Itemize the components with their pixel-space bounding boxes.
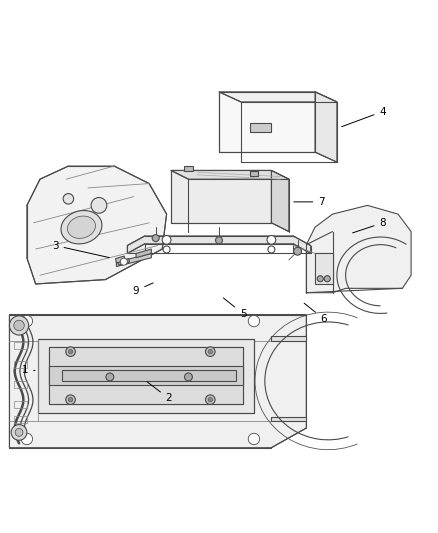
Text: 5: 5	[223, 298, 246, 319]
Polygon shape	[184, 166, 193, 171]
Circle shape	[21, 433, 32, 445]
Circle shape	[152, 235, 159, 241]
Circle shape	[66, 347, 75, 357]
Circle shape	[106, 373, 114, 381]
Circle shape	[162, 236, 171, 244]
Polygon shape	[127, 236, 311, 253]
Polygon shape	[315, 92, 337, 162]
Circle shape	[68, 350, 73, 354]
Polygon shape	[10, 314, 306, 448]
Polygon shape	[219, 92, 315, 152]
Ellipse shape	[67, 216, 95, 238]
Circle shape	[15, 429, 23, 437]
Circle shape	[205, 395, 215, 405]
Polygon shape	[272, 336, 306, 341]
Circle shape	[248, 433, 260, 445]
Polygon shape	[136, 249, 151, 258]
Circle shape	[10, 316, 28, 335]
Circle shape	[205, 347, 215, 357]
Circle shape	[293, 247, 301, 255]
Circle shape	[91, 198, 107, 213]
Circle shape	[268, 246, 275, 253]
Circle shape	[215, 237, 223, 244]
Text: 1: 1	[21, 366, 35, 375]
Circle shape	[66, 395, 75, 405]
Circle shape	[324, 276, 330, 282]
Polygon shape	[27, 166, 166, 284]
Circle shape	[208, 398, 212, 402]
Polygon shape	[250, 123, 272, 132]
Polygon shape	[118, 259, 130, 265]
Text: 9: 9	[133, 283, 153, 295]
Polygon shape	[219, 92, 337, 102]
Polygon shape	[49, 348, 243, 404]
Polygon shape	[49, 366, 243, 385]
Polygon shape	[250, 171, 258, 176]
Circle shape	[163, 246, 170, 253]
Polygon shape	[116, 256, 125, 263]
Text: 6: 6	[304, 303, 327, 324]
Polygon shape	[171, 171, 289, 179]
Polygon shape	[306, 205, 411, 293]
Ellipse shape	[61, 211, 102, 244]
Text: 4: 4	[342, 107, 386, 127]
Text: 3: 3	[52, 240, 110, 257]
Circle shape	[317, 276, 323, 282]
Polygon shape	[117, 253, 151, 266]
Circle shape	[11, 425, 27, 440]
Polygon shape	[38, 338, 254, 413]
Circle shape	[267, 236, 276, 244]
Circle shape	[248, 316, 260, 327]
Circle shape	[184, 373, 192, 381]
Circle shape	[63, 193, 74, 204]
Circle shape	[21, 316, 32, 327]
Polygon shape	[315, 253, 332, 284]
Circle shape	[208, 350, 212, 354]
Polygon shape	[171, 171, 272, 223]
Polygon shape	[272, 171, 289, 231]
Polygon shape	[62, 370, 237, 381]
Circle shape	[120, 258, 127, 265]
Text: 7: 7	[294, 197, 325, 207]
Circle shape	[68, 398, 73, 402]
Text: 2: 2	[147, 382, 172, 403]
Polygon shape	[272, 417, 306, 422]
Text: 8: 8	[353, 218, 386, 233]
Circle shape	[14, 320, 24, 330]
